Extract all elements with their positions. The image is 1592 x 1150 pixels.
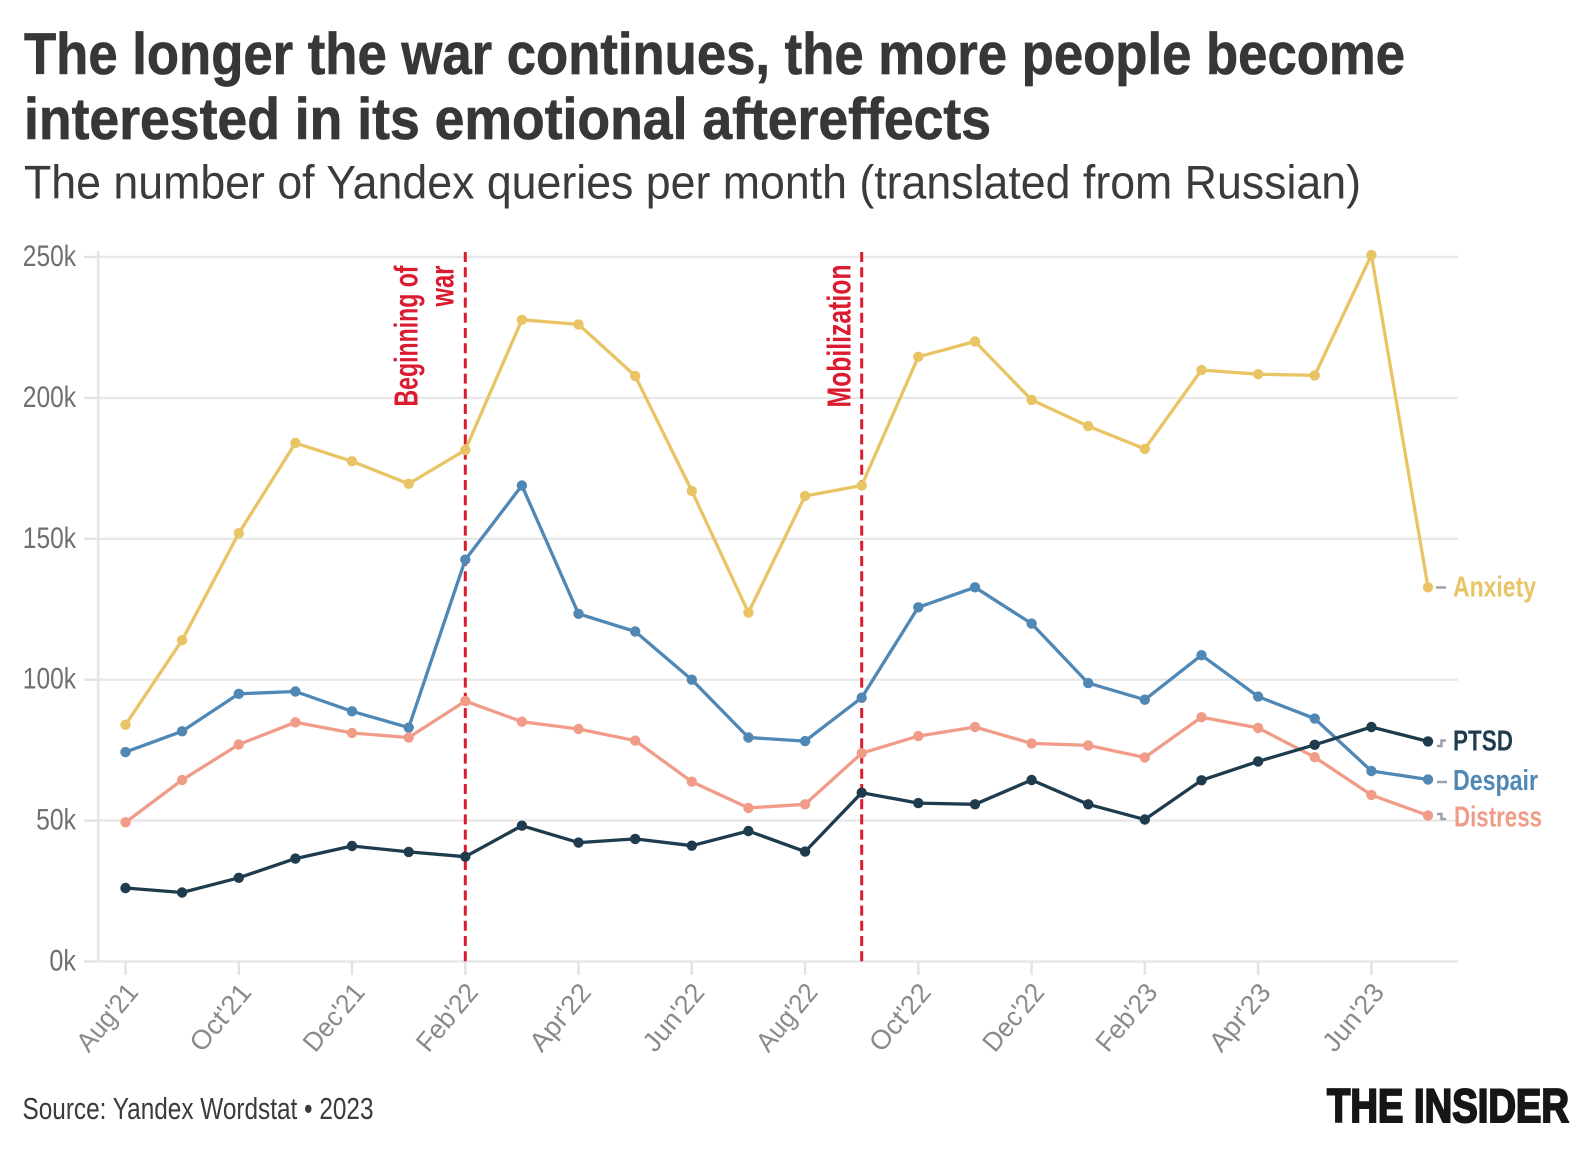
svg-text:Beginning of: Beginning of (388, 265, 425, 407)
svg-text:interested in its emotional af: interested in its emotional aftereffects (24, 87, 991, 152)
svg-text:Despair: Despair (1453, 765, 1538, 797)
svg-text:Mobilization: Mobilization (821, 265, 858, 408)
svg-text:Distress: Distress (1454, 802, 1542, 834)
svg-text:100k: 100k (23, 663, 77, 696)
svg-text:The longer the war continues,: The longer the war continues, the more p… (24, 22, 1405, 87)
svg-text:150k: 150k (23, 522, 77, 555)
svg-text:The number of Yandex queries p: The number of Yandex queries per month (… (24, 156, 1361, 209)
svg-text:PTSD: PTSD (1453, 726, 1513, 758)
svg-text:Anxiety: Anxiety (1453, 572, 1536, 604)
svg-text:50k: 50k (36, 804, 77, 837)
svg-text:Source: Yandex Wordstat • 2023: Source: Yandex Wordstat • 2023 (23, 1091, 374, 1126)
svg-text:war: war (424, 265, 461, 307)
svg-text:200k: 200k (23, 381, 77, 414)
svg-text:250k: 250k (23, 240, 77, 273)
svg-text:THE INSIDER: THE INSIDER (1327, 1079, 1569, 1132)
svg-text:0k: 0k (49, 945, 76, 978)
